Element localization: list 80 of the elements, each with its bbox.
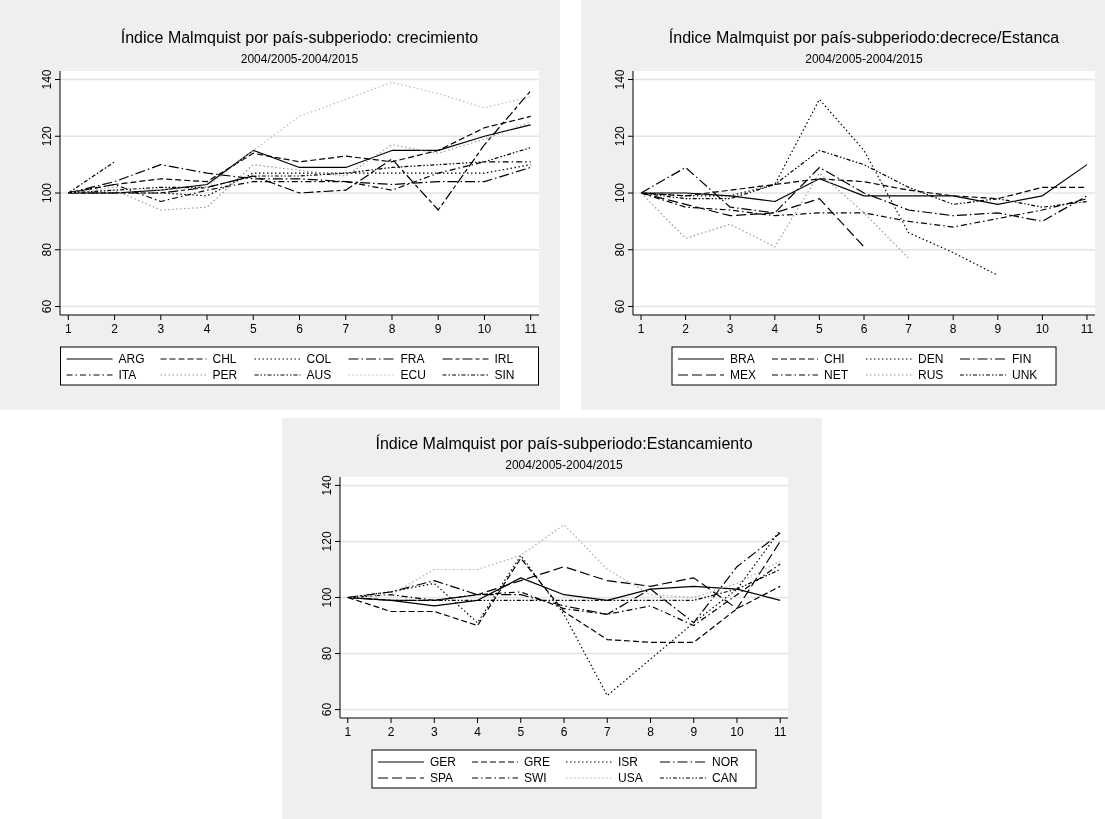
y-tick-label: 140 [40,69,54,90]
chart-subtitle: 2004/2005-2004/2015 [505,458,624,472]
x-tick-label: 5 [816,322,824,336]
x-tick-label: 8 [949,322,957,336]
legend-label: NET [824,368,849,382]
y-tick-label: 60 [613,299,627,314]
chart-title: Índice Malmquist por país-subperiodo:decrece/Estanca [668,28,1060,46]
y-tick-label: 100 [40,182,54,204]
x-tick-label: 3 [430,725,438,739]
x-tick-label: 10 [1035,322,1050,336]
legend-label: SPA [430,771,454,785]
x-tick-label: 9 [994,322,1002,336]
y-tick-label: 120 [40,125,54,147]
x-tick-label: 4 [203,322,211,336]
x-tick-label: 4 [474,725,482,739]
x-tick-label: 8 [647,725,655,739]
chart-title: Índice Malmquist por país-subperiodo: crecimiento [120,28,479,46]
y-tick-label: 120 [320,531,334,552]
legend-label: AUS [306,368,332,382]
legend-label: ARG [118,352,145,366]
x-tick-label: 8 [388,322,396,336]
x-tick-label: 5 [249,322,257,336]
legend-label: USA [618,771,643,785]
x-tick-label: 11 [1080,322,1094,336]
legend-label: ITA [118,368,137,382]
x-tick-label: 6 [296,322,304,336]
legend-label: CHL [212,352,237,366]
x-tick-label: 1 [637,322,645,336]
x-tick-label: 1 [64,322,72,336]
x-tick-label: 6 [860,322,868,336]
y-tick-label: 100 [613,182,627,204]
legend-label: FRA [400,352,425,366]
x-tick-label: 7 [603,725,611,739]
x-tick-label: 10 [477,322,492,336]
x-tick-label: 11 [773,725,787,739]
legend-label: ECU [400,368,426,382]
y-tick-label: 80 [320,646,334,661]
legend-label: DEN [918,352,944,366]
y-tick-label: 140 [613,69,627,90]
legend-label: BRA [730,352,755,366]
x-tick-label: 9 [434,322,442,336]
y-tick-label: 100 [320,587,334,608]
x-tick-label: 3 [157,322,165,336]
y-tick-label: 60 [40,299,54,314]
legend-label: GER [430,755,457,769]
x-tick-label: 2 [387,725,395,739]
x-tick-label: 1 [344,725,352,739]
legend-label: CAN [712,771,738,785]
x-tick-label: 11 [524,322,538,336]
x-tick-label: 6 [560,725,568,739]
legend-label: PER [212,368,238,382]
y-tick-label: 80 [40,242,54,257]
chart-subtitle: 2004/2005-2004/2015 [240,52,359,66]
y-tick-label: 60 [320,702,334,717]
y-tick-label: 120 [613,125,627,147]
x-tick-label: 3 [726,322,734,336]
legend-label: MEX [730,368,757,382]
x-tick-label: 7 [905,322,913,336]
legend-label: NOR [712,755,739,769]
x-tick-label: 4 [771,322,779,336]
y-tick-label: 140 [320,475,334,496]
chart-subtitle: 2004/2005-2004/2015 [805,52,924,66]
x-tick-label: 9 [690,725,698,739]
y-tick-label: 80 [613,242,627,257]
legend-label: COL [306,352,332,366]
legend-label: SWI [524,771,547,785]
legend-label: CHI [824,352,845,366]
chart-title: Índice Malmquist por país-subperiodo:Estancamiento [375,434,753,452]
legend-label: RUS [918,368,944,382]
x-tick-label: 2 [682,322,690,336]
legend-label: UNK [1012,368,1038,382]
x-tick-label: 5 [517,725,525,739]
legend-label: FIN [1012,352,1032,366]
x-tick-label: 2 [111,322,119,336]
x-tick-label: 7 [342,322,350,336]
legend-label: GRE [524,755,551,769]
x-tick-label: 10 [730,725,744,739]
legend-label: SIN [494,368,515,382]
legend-label: IRL [494,352,514,366]
legend-label: ISR [618,755,639,769]
